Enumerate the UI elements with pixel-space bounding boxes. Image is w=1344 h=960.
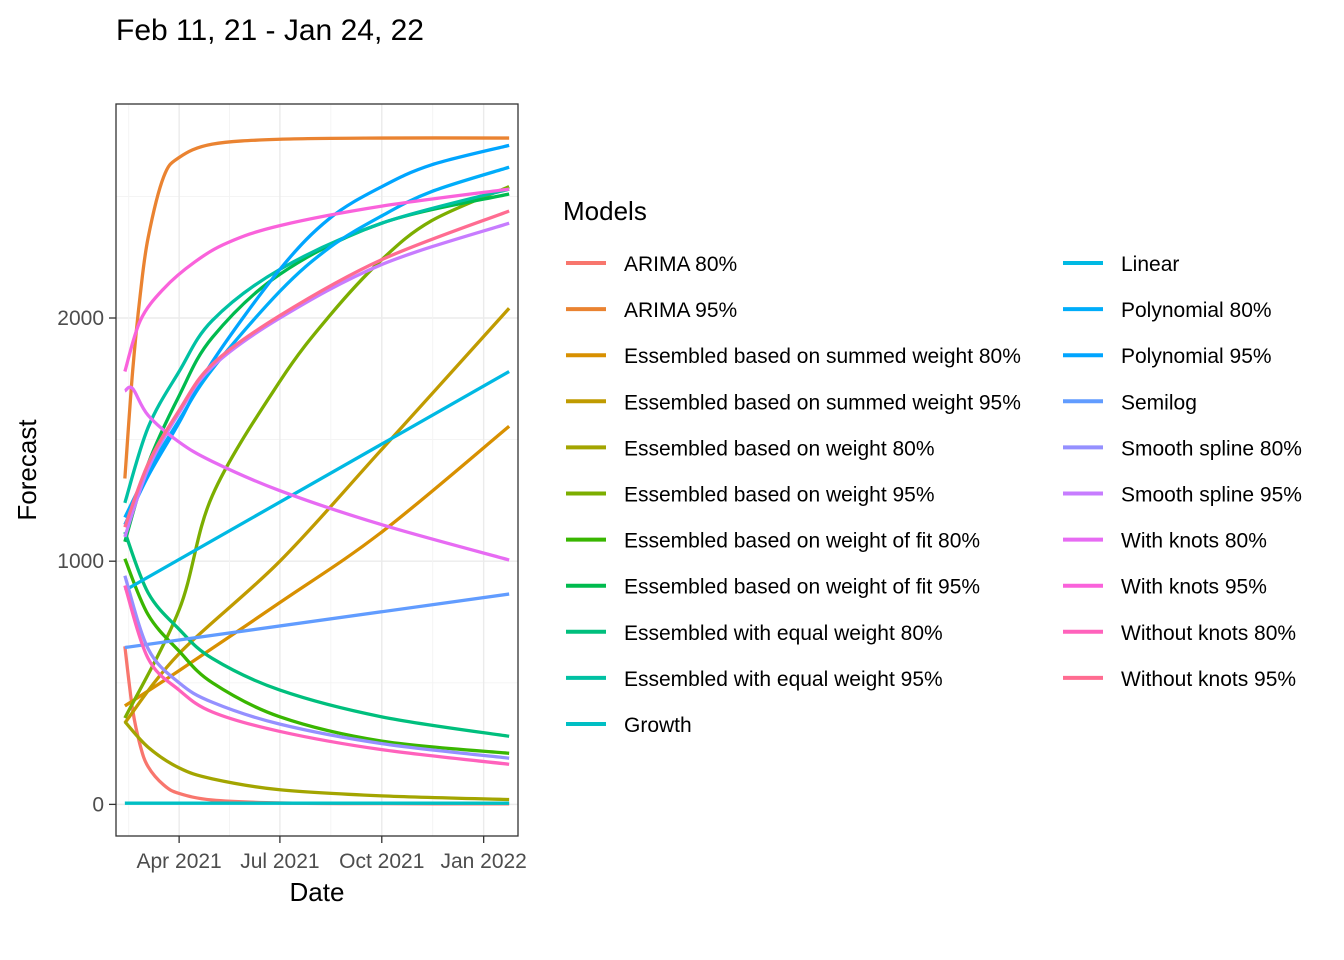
series-lines [123,136,511,806]
legend-label: Essembled based on summed weight 80% [624,345,1021,368]
legend-label: Essembled based on weight of fit 95% [624,576,980,599]
legend-label: Essembled with equal weight 80% [624,622,943,645]
series-line-12 [124,370,510,592]
y-tick-label: 1000 [57,550,104,573]
series-line-14 [123,143,510,526]
legend-label: Essembled based on weight 80% [624,437,935,460]
axes: 0 1000 2000 Apr 2021 Jul 2021 Oct 2021 Jan 202… [57,307,527,873]
legend-label: Semilog [1121,391,1197,414]
legend-label: Smooth spline 95% [1121,484,1302,507]
y-tick-label: 2000 [57,307,104,330]
legend: Models ARIMA 80% ARIMA 95% Essembled based… [563,196,1302,737]
x-tick-label: Oct 2021 [339,850,424,873]
legend-label: With knots 95% [1121,576,1267,599]
chart-title: Feb 11, 21 - Jan 24, 22 [116,14,424,47]
legend-label: Polynomial 80% [1121,299,1272,322]
series-line-15 [124,592,510,650]
series-line-17 [123,221,510,538]
series-line-18 [123,385,510,562]
legend-label: ARIMA 95% [624,299,737,322]
series-line-7 [123,558,510,755]
plot-panel-border [115,103,519,837]
legend-label: Polynomial 95% [1121,345,1272,368]
x-tick-label: Apr 2021 [137,850,222,873]
legend-label: Essembled based on weight 95% [624,484,935,507]
legend-label: Linear [1121,253,1179,276]
series-line-3 [123,424,511,708]
legend-title: Models [563,196,647,226]
series-line-19 [123,187,510,372]
series-line-4 [123,307,511,724]
legend-label: ARIMA 80% [624,253,737,276]
legend-label: Growth [624,714,692,737]
y-tick-label: 0 [92,793,104,816]
x-tick-label: Jul 2021 [240,850,319,873]
legend-label: Essembled with equal weight 95% [624,668,943,691]
x-tick-label: Jan 2022 [440,850,526,873]
gridlines [116,104,518,836]
legend-items: ARIMA 80% ARIMA 95% Essembled based on sum… [566,253,1302,737]
series-line-20 [123,585,510,766]
x-axis-title: Date [290,877,345,907]
series-line-10 [123,187,510,504]
y-axis-title: Forecast [12,419,42,521]
series-line-6 [123,185,510,719]
series-line-5 [123,720,510,802]
legend-label: Without knots 80% [1121,622,1296,645]
legend-label: With knots 80% [1121,530,1267,553]
series-line-2 [123,136,510,479]
series-line-21 [123,209,510,528]
legend-label: Smooth spline 80% [1121,437,1302,460]
series-line-13 [123,165,510,519]
legend-label: Essembled based on summed weight 95% [624,391,1021,414]
series-line-9 [123,531,510,738]
series-line-16 [123,575,510,760]
legend-label: Without knots 95% [1121,668,1296,691]
legend-label: Essembled based on weight of fit 80% [624,530,980,553]
